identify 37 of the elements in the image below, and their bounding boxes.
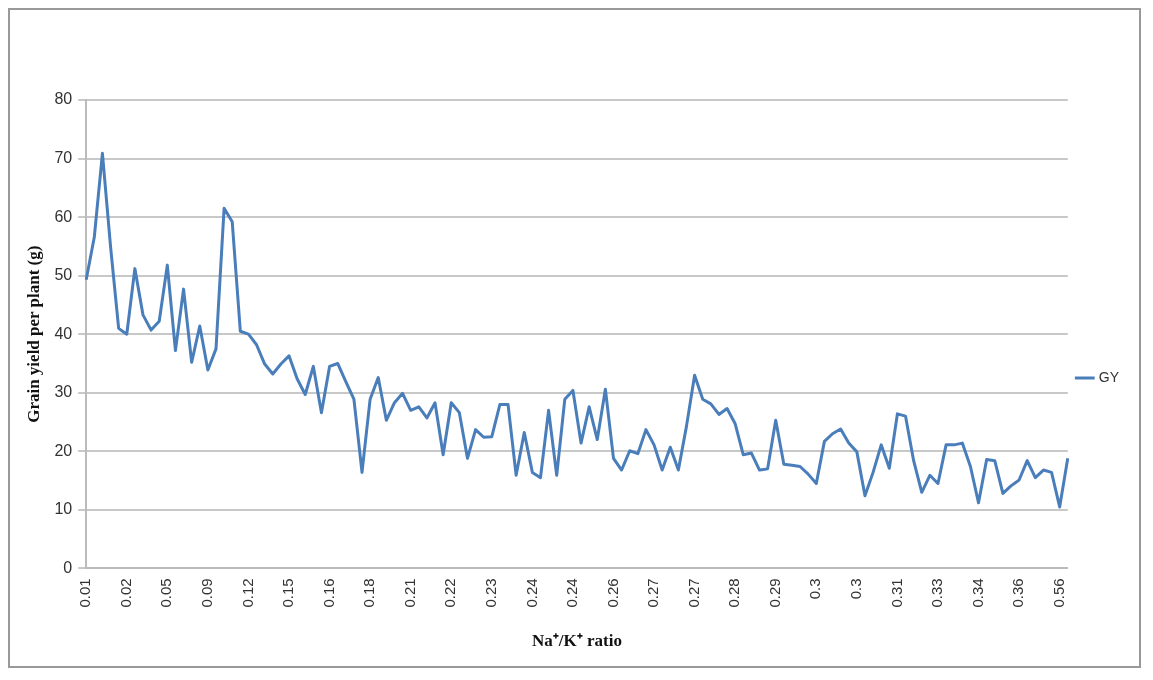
y-tick-label: 60 [54,207,73,225]
x-tick-label: 0.33 [928,578,946,608]
y-tick-label: 30 [54,383,73,401]
x-tick-label: 0.09 [198,578,216,608]
x-tick-label: 0.26 [603,578,621,608]
x-tick-label: 0.15 [279,578,297,608]
x-tick-label: 0.3 [847,578,864,600]
x-tick-label: 0.18 [360,578,378,608]
x-tick-label: 0.05 [157,578,175,608]
x-tick-label: 0.3 [806,578,824,600]
x-tick-label: 0.16 [319,578,337,608]
y-tick-label: 10 [54,500,73,518]
x-tick-label: 0.34 [968,578,986,608]
y-tick-label: 50 [54,266,73,284]
x-tick-label: 0.24 [522,578,540,608]
x-tick-label: 0.31 [887,578,905,608]
x-tick-label: 0.21 [400,578,418,608]
x-tick-label: 0.29 [765,578,783,608]
y-tick-label: 80 [54,90,73,108]
x-tick-label: 0.12 [238,578,256,608]
x-tick-label: 0.23 [481,578,499,608]
y-tick-label: 40 [54,324,73,342]
x-tick-label: 0.28 [725,578,743,608]
y-tick-label: 20 [54,441,73,459]
x-tick-label: 0.36 [1009,578,1027,608]
x-tick-label: 0.01 [76,578,94,608]
x-tick-label: 0.22 [441,578,459,608]
y-tick-label: 0 [63,558,73,576]
x-tick-label: 0.27 [684,578,702,608]
y-tick-label: 70 [54,148,73,166]
x-axis-title: Na⁺/K⁺ ratio [532,631,622,651]
x-tick-label: 0.27 [644,578,662,608]
x-tick-label: 0.56 [1049,578,1067,608]
x-tick-label: 0.02 [116,578,134,608]
y-axis-title: Grain yield per plant (g) [23,245,43,423]
x-tick-label: 0.24 [563,578,581,608]
legend-label: GY [1098,368,1120,385]
